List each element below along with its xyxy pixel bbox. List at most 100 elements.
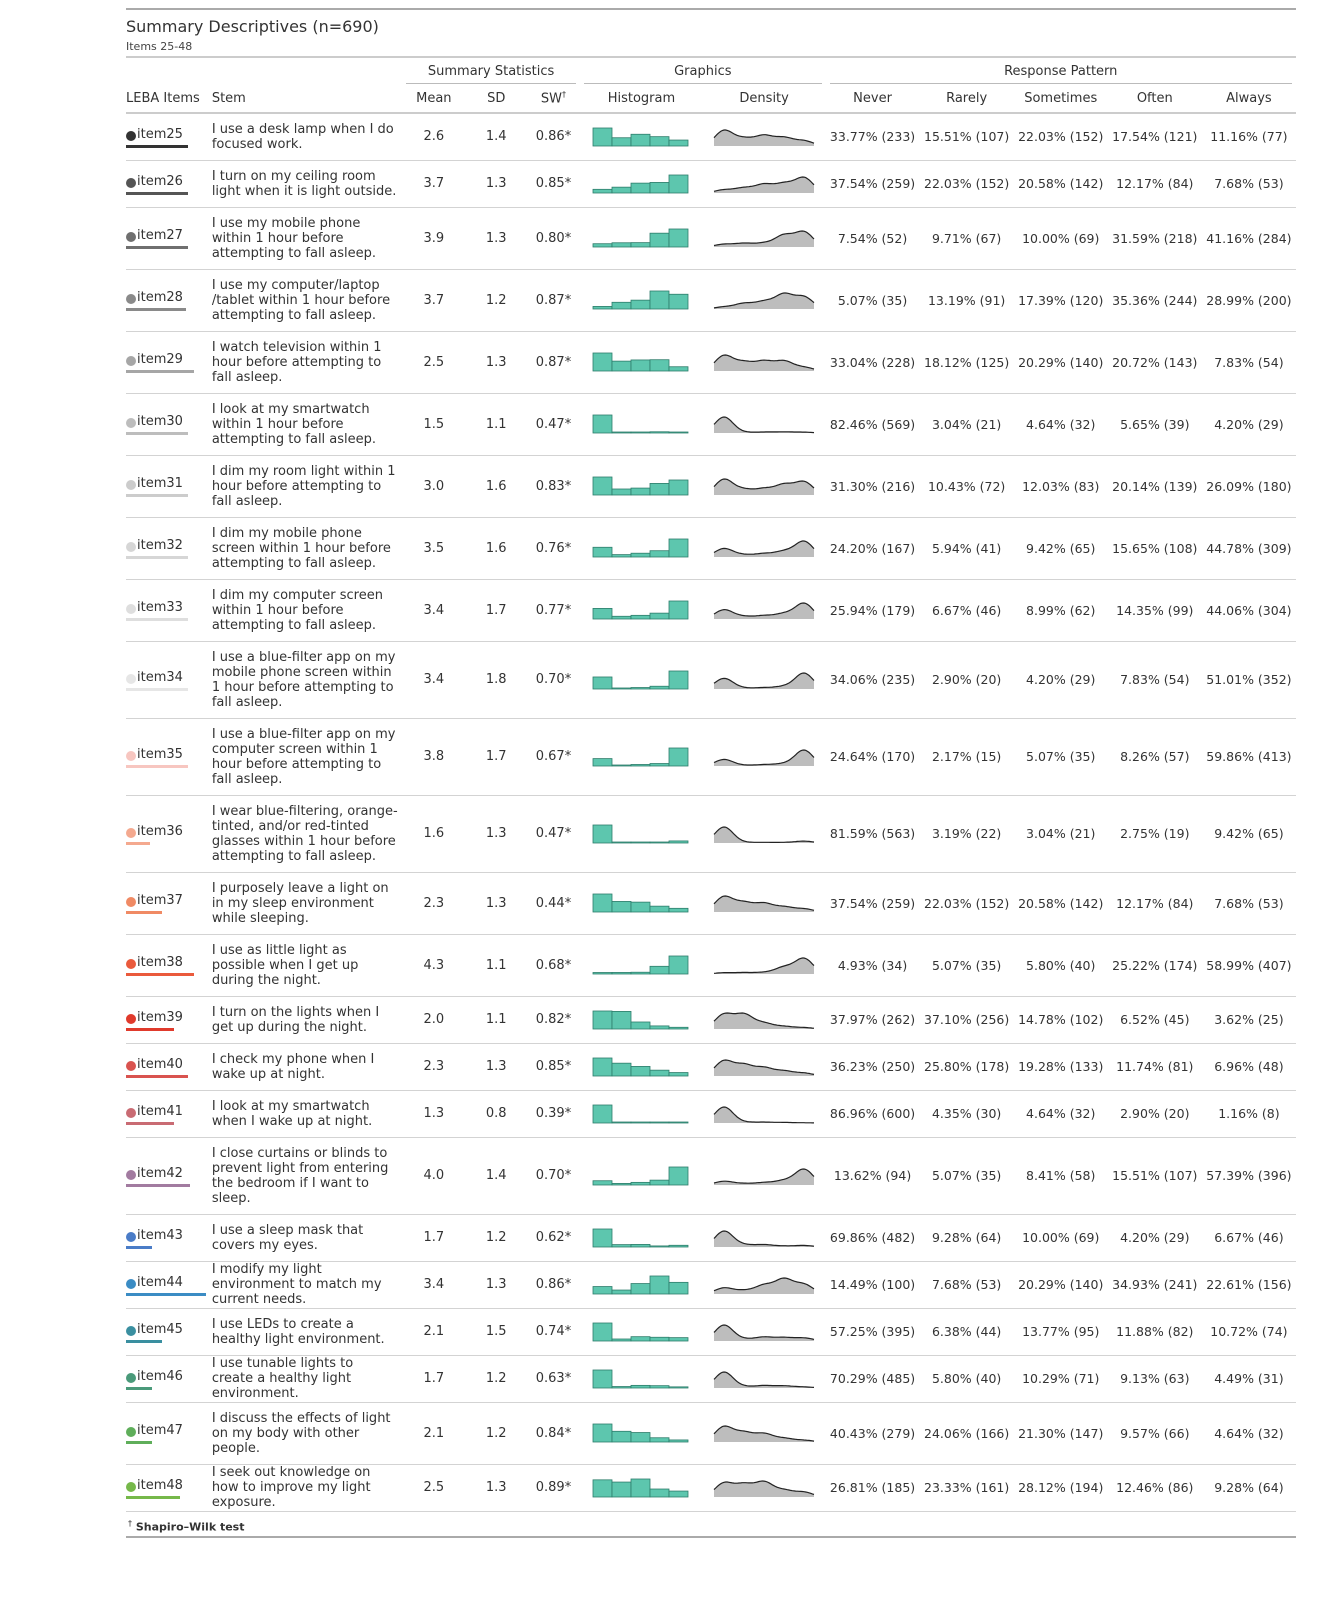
density-cell	[702, 934, 826, 997]
item-stem: I use my mobile phone within 1 hour befo…	[207, 207, 403, 270]
table-title: Summary Descriptives (n=690)	[126, 17, 379, 36]
item-cell: item31	[126, 455, 208, 518]
item-cell: item48	[126, 1464, 208, 1512]
response-often: 15.65% (108)	[1107, 517, 1202, 580]
response-always: 6.96% (48)	[1201, 1043, 1296, 1091]
response-often: 31.59% (218)	[1107, 207, 1202, 270]
response-often: 12.17% (84)	[1107, 872, 1202, 935]
item-color-dot	[126, 604, 136, 614]
item-name: item41	[137, 1103, 183, 1119]
histogram-bar	[631, 1121, 651, 1123]
histogram-bar	[612, 301, 632, 310]
response-sometimes: 5.80% (40)	[1013, 934, 1108, 997]
histogram-bar	[612, 1430, 632, 1443]
stat-sd: 1.3	[465, 1043, 527, 1091]
density-chart	[714, 230, 815, 247]
response-always: 6.67% (46)	[1201, 1214, 1296, 1262]
density-cell	[702, 718, 826, 796]
density-line	[713, 748, 815, 766]
stat-mean: 2.3	[402, 872, 466, 935]
response-rarely: 5.07% (35)	[919, 934, 1014, 997]
item-stem: I use a blue-filter app on my mobile pho…	[207, 641, 403, 719]
item-name: item34	[137, 669, 183, 685]
response-rarely: 22.03% (152)	[919, 160, 1014, 208]
item-color-bar	[126, 1495, 180, 1499]
table-row: item45 I use LEDs to create a healthy lig…	[126, 1308, 1296, 1356]
density-area	[714, 231, 815, 247]
item-color-bar	[126, 764, 188, 768]
density-chart	[713, 748, 815, 766]
item-color-dot	[126, 959, 136, 969]
histogram-chart	[593, 174, 689, 193]
response-rarely: 18.12% (125)	[919, 331, 1014, 394]
stat-mean: 3.7	[402, 160, 466, 208]
histogram-chart	[593, 1228, 689, 1247]
density-chart	[714, 1167, 815, 1185]
col-stem: Stem	[207, 84, 403, 114]
response-rarely: 3.04% (21)	[919, 393, 1014, 456]
response-rarely: 6.67% (46)	[919, 579, 1014, 642]
stat-sd: 1.2	[465, 1355, 527, 1403]
item-color-bar	[126, 618, 188, 621]
density-cell	[702, 1464, 826, 1512]
item-color-bar	[126, 911, 162, 914]
response-sometimes: 5.07% (35)	[1013, 718, 1108, 796]
histogram-bar	[650, 290, 670, 310]
histogram-bar	[669, 1026, 689, 1029]
stat-sw: 0.70*	[526, 641, 581, 719]
histogram-chart	[593, 824, 689, 843]
histogram-cell	[580, 795, 703, 873]
response-always: 3.62% (25)	[1201, 996, 1296, 1044]
item-color-dot	[126, 1107, 136, 1118]
histogram-bar	[612, 1062, 632, 1076]
histogram-bar	[631, 614, 651, 620]
stat-sw: 0.86*	[526, 113, 581, 161]
table-row: item36 I wear blue-filtering, orange-tint…	[126, 795, 1296, 873]
histogram-bar	[612, 901, 632, 913]
histogram-bar	[631, 1021, 651, 1029]
histogram-bar	[650, 181, 670, 193]
item-stem: I use a desk lamp when I do focused work…	[207, 113, 403, 161]
histogram-bar	[593, 352, 613, 372]
histogram-bar	[631, 182, 651, 193]
density-line	[713, 1425, 815, 1442]
density-line	[713, 895, 815, 911]
table-row: item31 I dim my room light within 1 hour …	[126, 455, 1296, 518]
histogram-bar	[650, 1384, 670, 1388]
item-label: item46	[126, 1367, 208, 1391]
response-never: 82.46% (569)	[825, 393, 920, 456]
response-often: 14.35% (99)	[1107, 579, 1202, 642]
histogram-bar	[612, 687, 632, 689]
density-area	[714, 355, 815, 371]
item-cell: item47	[126, 1402, 208, 1465]
response-rarely: 5.07% (35)	[919, 1137, 1014, 1215]
stat-mean: 3.0	[402, 455, 466, 518]
stat-mean: 3.7	[402, 269, 466, 332]
item-stem: I seek out knowledge on how to improve m…	[207, 1464, 403, 1512]
response-rarely: 2.17% (15)	[919, 718, 1014, 796]
histogram-bar	[593, 1228, 613, 1247]
table-row: item37 I purposely leave a light on in my…	[126, 872, 1296, 935]
item-label: item44	[126, 1273, 208, 1297]
histogram-bar	[650, 1069, 670, 1076]
density-line	[713, 540, 815, 555]
histogram-bar	[669, 670, 689, 689]
graphics-header: Graphics	[580, 56, 826, 84]
stat-sd: 1.3	[465, 1261, 527, 1309]
item-color-bar	[126, 1292, 206, 1296]
item-color-bar	[126, 246, 188, 249]
density-chart	[714, 292, 815, 309]
stat-mean: 1.7	[402, 1214, 466, 1262]
item-cell: item43	[126, 1214, 208, 1262]
density-chart	[714, 175, 815, 193]
histogram-bar	[631, 1282, 651, 1294]
histogram-bar	[612, 1385, 632, 1388]
stat-sd: 1.7	[465, 579, 527, 642]
item-color-dot	[126, 356, 136, 366]
density-area	[714, 479, 815, 495]
density-cell	[702, 795, 826, 873]
item-name: item25	[137, 126, 183, 142]
item-name: item45	[137, 1321, 183, 1337]
item-label: item41	[126, 1102, 208, 1126]
item-stem: I dim my mobile phone screen within 1 ho…	[207, 517, 403, 580]
